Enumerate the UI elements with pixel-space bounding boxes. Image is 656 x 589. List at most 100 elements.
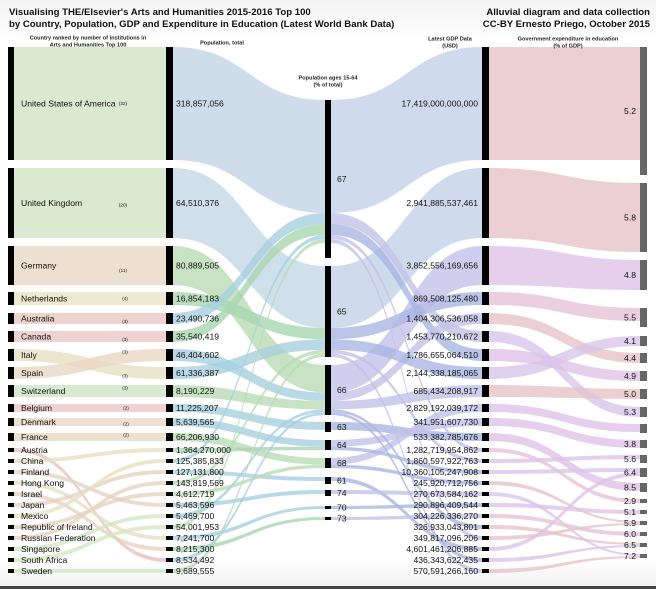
country-node bbox=[8, 569, 14, 573]
country-label: United States of America bbox=[21, 98, 116, 108]
gdp-node bbox=[482, 558, 489, 562]
institution-count: (11) bbox=[119, 268, 127, 273]
band-population-23 bbox=[173, 353, 325, 573]
gdp-node bbox=[482, 569, 489, 573]
country-label: Austria bbox=[21, 445, 48, 455]
band-education-3 bbox=[489, 292, 640, 321]
band-country-2 bbox=[14, 246, 166, 285]
band-population-8 bbox=[173, 385, 325, 410]
band-gdp-0 bbox=[331, 47, 482, 213]
education-label: 3.8 bbox=[624, 439, 636, 449]
band-gdp-12 bbox=[331, 446, 482, 474]
band-gdp-7 bbox=[331, 339, 482, 379]
band-country-21 bbox=[14, 514, 166, 551]
band-gdp-3 bbox=[331, 292, 482, 340]
gdp-label: 1,860,597,922,763 bbox=[406, 456, 478, 466]
country-node bbox=[8, 404, 14, 412]
band-gdp-17 bbox=[331, 490, 482, 496]
ages-label: 73 bbox=[337, 513, 347, 523]
band-country-16 bbox=[14, 492, 166, 551]
gdp-label: 2,144,338,185,065 bbox=[406, 368, 478, 378]
band-country-3 bbox=[14, 292, 166, 305]
gdp-node bbox=[482, 331, 489, 342]
country-label: Japan bbox=[21, 500, 45, 510]
labels: Country ranked by number of institutions… bbox=[21, 35, 636, 575]
education-label: 7.2 bbox=[624, 551, 636, 561]
education-label: 5.5 bbox=[624, 312, 636, 322]
population-node bbox=[166, 404, 173, 412]
country-label: Denmark bbox=[21, 417, 57, 427]
country-node bbox=[8, 470, 14, 474]
header-country: Country ranked by number of institutions… bbox=[30, 35, 147, 41]
education-label: 5.0 bbox=[624, 389, 636, 399]
institution-count: (3) bbox=[122, 386, 128, 391]
country-label: Switzerland bbox=[21, 386, 66, 396]
band-population-20 bbox=[173, 506, 325, 540]
band-education-0 bbox=[489, 47, 640, 160]
band-education-23 bbox=[489, 556, 640, 573]
population-node bbox=[166, 448, 173, 452]
band-population-12 bbox=[173, 446, 325, 452]
country-node bbox=[8, 292, 14, 305]
gdp-label: 1,786,655,064,510 bbox=[406, 350, 478, 360]
ages-node bbox=[325, 506, 331, 509]
gdp-label: 4,601,461,206,885 bbox=[406, 544, 478, 554]
header-ages: (% of total) bbox=[314, 82, 343, 88]
population-label: 8,190,229 bbox=[176, 386, 214, 396]
gdp-label: 3,852,556,169,656 bbox=[406, 260, 478, 270]
population-label: 46,404,602 bbox=[176, 350, 219, 360]
institution-count: (3) bbox=[122, 374, 128, 379]
gdp-node bbox=[482, 459, 489, 463]
country-node bbox=[8, 331, 14, 342]
ages-label: 65 bbox=[337, 306, 347, 316]
gdp-label: 326,933,043,801 bbox=[413, 522, 478, 532]
gdp-node bbox=[482, 404, 489, 412]
gdp-label: 1,282,719,954,862 bbox=[406, 445, 478, 455]
gdp-label: 2,829,192,039,172 bbox=[406, 403, 478, 413]
country-label: Finland bbox=[21, 467, 49, 477]
population-node bbox=[166, 168, 173, 238]
band-population-4 bbox=[173, 213, 325, 324]
population-label: 5,469,700 bbox=[176, 511, 214, 521]
ages-label: 63 bbox=[337, 422, 347, 432]
header-education: (% of GDP) bbox=[553, 43, 582, 49]
education-node bbox=[640, 440, 647, 448]
ages-node bbox=[325, 100, 331, 258]
country-node bbox=[8, 349, 14, 361]
band-population-13 bbox=[173, 235, 325, 463]
institution-count: (4) bbox=[122, 296, 128, 301]
education-label: 8.5 bbox=[624, 482, 636, 492]
header-education: Government expenditure in education bbox=[518, 36, 619, 42]
band-gdp-18 bbox=[331, 409, 482, 529]
country-label: Australia bbox=[21, 313, 55, 323]
band-education-5 bbox=[489, 331, 640, 417]
country-node bbox=[8, 459, 14, 463]
population-label: 66,206,930 bbox=[176, 432, 219, 442]
chart-title: Visualising THE/Elsevier's Arts and Huma… bbox=[9, 7, 394, 31]
band-gdp-5 bbox=[331, 224, 482, 361]
header-ages: Population ages 15-64 bbox=[298, 75, 358, 81]
country-node bbox=[8, 385, 14, 397]
band-gdp-4 bbox=[331, 213, 482, 342]
education-label: 4.1 bbox=[624, 336, 636, 346]
country-label: Spain bbox=[21, 368, 43, 378]
ages-node bbox=[325, 266, 331, 357]
population-node bbox=[166, 492, 173, 496]
gdp-label: 533,382,785,676 bbox=[413, 432, 478, 442]
population-node bbox=[166, 385, 173, 397]
education-node bbox=[640, 455, 647, 463]
country-node bbox=[8, 313, 14, 324]
country-node bbox=[8, 168, 14, 238]
band-education-20 bbox=[489, 523, 640, 540]
band-gdp-11 bbox=[331, 404, 482, 465]
country-node bbox=[8, 448, 14, 452]
gdp-label: 290,896,409,544 bbox=[413, 500, 478, 510]
chart-credit: Alluvial diagram and data collection CC-… bbox=[483, 7, 650, 31]
population-label: 125,385,833 bbox=[176, 456, 224, 466]
education-label: 4.9 bbox=[624, 371, 636, 381]
country-label: United Kingdom bbox=[21, 198, 82, 208]
country-label: Singapore bbox=[21, 544, 60, 554]
ages-node bbox=[325, 490, 331, 496]
institution-count: (2) bbox=[123, 406, 129, 411]
education-label: 4.4 bbox=[624, 353, 636, 363]
